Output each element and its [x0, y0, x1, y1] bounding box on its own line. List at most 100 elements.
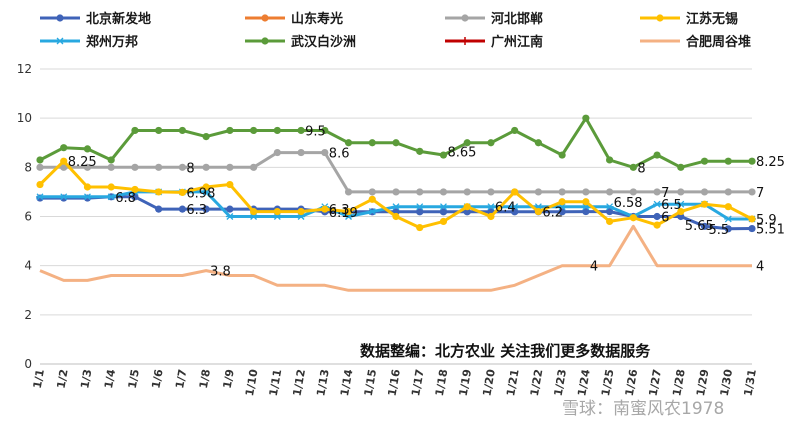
data-point: [321, 148, 329, 157]
data-point: [439, 208, 448, 216]
data-point: [344, 207, 353, 216]
x-tick-label: 1/14: [338, 368, 356, 397]
data-point: [273, 126, 281, 135]
data-point: [677, 188, 685, 196]
data-point: [439, 217, 448, 226]
data-point: [131, 163, 139, 171]
data-point: [415, 203, 424, 211]
x-tick-label: 1/19: [457, 368, 474, 397]
data-point: [131, 193, 139, 201]
data-label: 6.3: [186, 203, 207, 218]
data-label: 6.19: [329, 206, 358, 221]
data-point: [368, 139, 376, 147]
data-label: 6.4: [495, 201, 516, 216]
data-label: 5.51: [756, 223, 785, 238]
x-tick-label: 1/8: [197, 368, 213, 389]
x-tick-label: 1/26: [623, 368, 641, 397]
data-point: [724, 215, 733, 223]
data-point: [653, 200, 662, 208]
data-point: [510, 203, 519, 211]
data-point: [558, 151, 566, 159]
data-point: [107, 183, 115, 191]
x-tick-label: 1/11: [267, 368, 284, 397]
data-point: [392, 188, 400, 196]
legend-entry: 江苏无锡: [640, 11, 738, 27]
data-point: [226, 180, 234, 189]
data-label: 3.8: [210, 265, 231, 280]
data-point: [463, 139, 471, 147]
x-tick-label: 1/16: [385, 368, 403, 397]
data-point: [656, 14, 664, 22]
data-point: [202, 163, 210, 171]
data-point: [724, 203, 732, 211]
data-label: 9.5: [305, 124, 326, 139]
data-label: 7: [756, 186, 764, 201]
data-point: [461, 14, 469, 22]
data-label: 8.25: [756, 155, 785, 170]
data-point: [131, 185, 139, 194]
data-point: [60, 144, 68, 152]
data-point: [463, 203, 471, 211]
data-point: [392, 203, 400, 211]
data-point: [60, 157, 68, 165]
x-tick-label: 1/7: [173, 368, 189, 389]
legend-entry: 广州江南: [445, 34, 543, 50]
data-label: 6.8: [115, 191, 136, 206]
data-point: [582, 188, 590, 196]
data-point: [178, 163, 186, 171]
y-tick-label: 12: [17, 62, 32, 76]
y-tick-label: 10: [17, 111, 32, 125]
data-point: [606, 207, 614, 216]
x-tick-label: 1/6: [149, 368, 165, 390]
y-tick-label: 6: [24, 210, 32, 224]
y-tick-label: 8: [24, 160, 32, 174]
legend-label: 合肥周谷堆: [686, 34, 751, 50]
x-tick-label: 1/10: [243, 368, 261, 397]
data-point: [261, 37, 269, 45]
data-point: [297, 207, 305, 216]
data-label: 4: [756, 260, 764, 275]
data-point: [700, 188, 709, 196]
x-tick-label: 1/17: [409, 368, 426, 397]
data-point: [416, 147, 424, 155]
data-label: 5.9: [756, 213, 777, 228]
data-point: [606, 156, 614, 164]
x-tick-label: 1/9: [221, 368, 237, 389]
data-point: [700, 200, 709, 208]
data-point: [56, 37, 64, 45]
data-point: [60, 163, 68, 171]
data-label: 8.65: [447, 145, 476, 160]
data-point: [273, 207, 281, 216]
data-point: [250, 126, 258, 135]
data-point: [273, 148, 281, 157]
data-point: [416, 223, 424, 232]
data-point: [653, 188, 661, 196]
data-point: [653, 221, 661, 229]
data-point: [582, 207, 590, 216]
legend-label: 江苏无锡: [686, 11, 738, 27]
data-label: 7: [661, 186, 669, 201]
data-point: [700, 222, 709, 230]
x-tick-label: 1/30: [718, 368, 736, 397]
x-tick-label: 1/23: [552, 368, 569, 397]
x-tick-label: 1/28: [670, 368, 687, 397]
data-point: [202, 205, 210, 213]
data-point: [606, 188, 614, 196]
data-label: 6.3: [329, 203, 350, 218]
x-tick-label: 1/3: [78, 368, 94, 389]
data-point: [677, 207, 685, 216]
data-point: [748, 215, 756, 223]
data-point: [344, 139, 353, 147]
data-point: [36, 180, 44, 189]
data-point: [582, 114, 590, 122]
source-note: 数据整编：北方农业 关注我们更多数据服务: [360, 342, 651, 360]
data-point: [368, 188, 376, 196]
legend-label: 河北邯郸: [491, 11, 543, 27]
data-point: [321, 205, 329, 213]
data-point: [83, 183, 92, 191]
x-tick-label: 1/18: [433, 368, 450, 397]
data-point: [155, 188, 163, 196]
legend-entry: 合肥周谷堆: [640, 34, 751, 50]
data-point: [748, 224, 756, 233]
